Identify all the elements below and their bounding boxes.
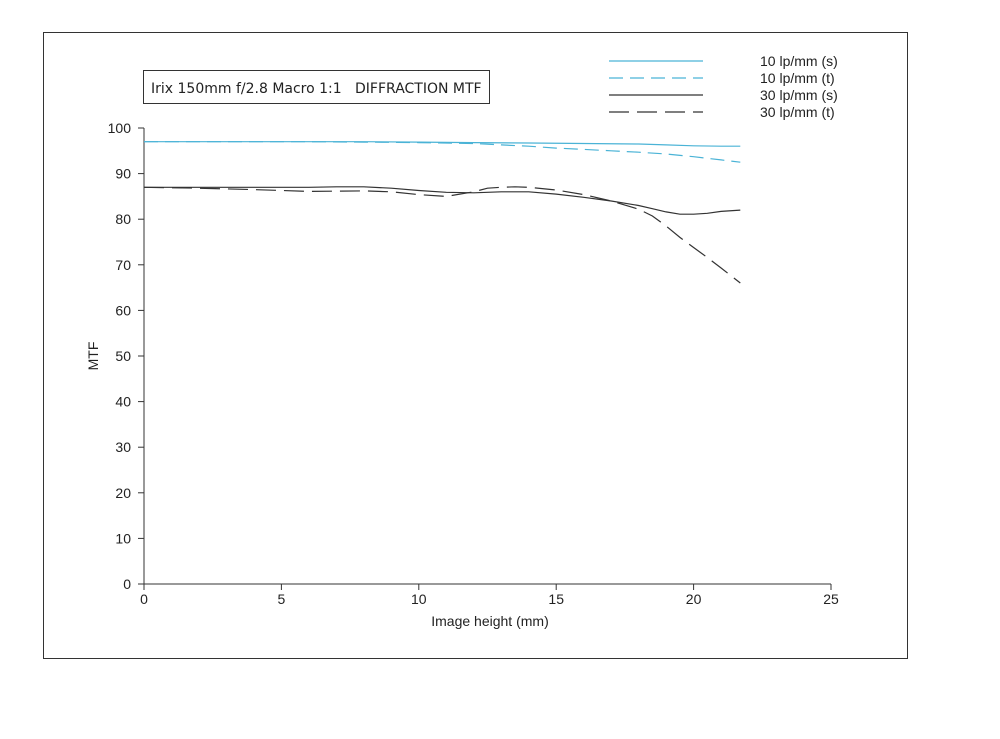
y-tick-label: 30 bbox=[115, 439, 131, 455]
legend: 10 lp/mm (s)10 lp/mm (t)30 lp/mm (s)30 l… bbox=[609, 53, 838, 120]
legend-label-3: 30 lp/mm (s) bbox=[760, 87, 838, 103]
legend-label-4: 30 lp/mm (t) bbox=[760, 104, 835, 120]
y-tick-label: 50 bbox=[115, 348, 131, 364]
series-line-4 bbox=[143, 186, 741, 284]
series-line-1 bbox=[144, 141, 741, 147]
x-tick-label: 15 bbox=[548, 591, 564, 607]
series-line-3 bbox=[144, 186, 741, 215]
series-lines bbox=[143, 141, 741, 284]
x-tick-label: 0 bbox=[140, 591, 148, 607]
y-tick-label: 40 bbox=[115, 394, 131, 410]
chart-frame bbox=[43, 32, 908, 659]
chart-title: Irix 150mm f/2.8 Macro 1:1 DIFFRACTION M… bbox=[151, 81, 482, 97]
y-axis-ticks: 0 10 20 30 40 50 60 70 80 90 100 bbox=[108, 120, 144, 592]
y-tick-label: 80 bbox=[115, 211, 131, 227]
y-tick-label: 70 bbox=[115, 257, 131, 273]
series-line-2 bbox=[144, 141, 741, 163]
y-tick-label: 0 bbox=[123, 576, 131, 592]
title-box bbox=[143, 70, 490, 104]
y-tick-label: 10 bbox=[115, 530, 131, 546]
legend-label-2: 10 lp/mm (t) bbox=[760, 70, 835, 86]
y-tick-label: 60 bbox=[115, 302, 131, 318]
y-tick-label: 20 bbox=[115, 485, 131, 501]
x-tick-label: 25 bbox=[823, 591, 839, 607]
y-axis-label: MTF bbox=[85, 342, 101, 371]
x-axis-ticks: 0 5 10 15 20 25 bbox=[140, 584, 839, 607]
x-tick-label: 5 bbox=[278, 591, 286, 607]
x-axis-label: Image height (mm) bbox=[431, 613, 548, 629]
y-tick-label: 100 bbox=[108, 120, 132, 136]
x-tick-label: 20 bbox=[686, 591, 702, 607]
y-tick-label: 90 bbox=[115, 166, 131, 182]
x-tick-label: 10 bbox=[411, 591, 427, 607]
legend-label-1: 10 lp/mm (s) bbox=[760, 53, 838, 69]
